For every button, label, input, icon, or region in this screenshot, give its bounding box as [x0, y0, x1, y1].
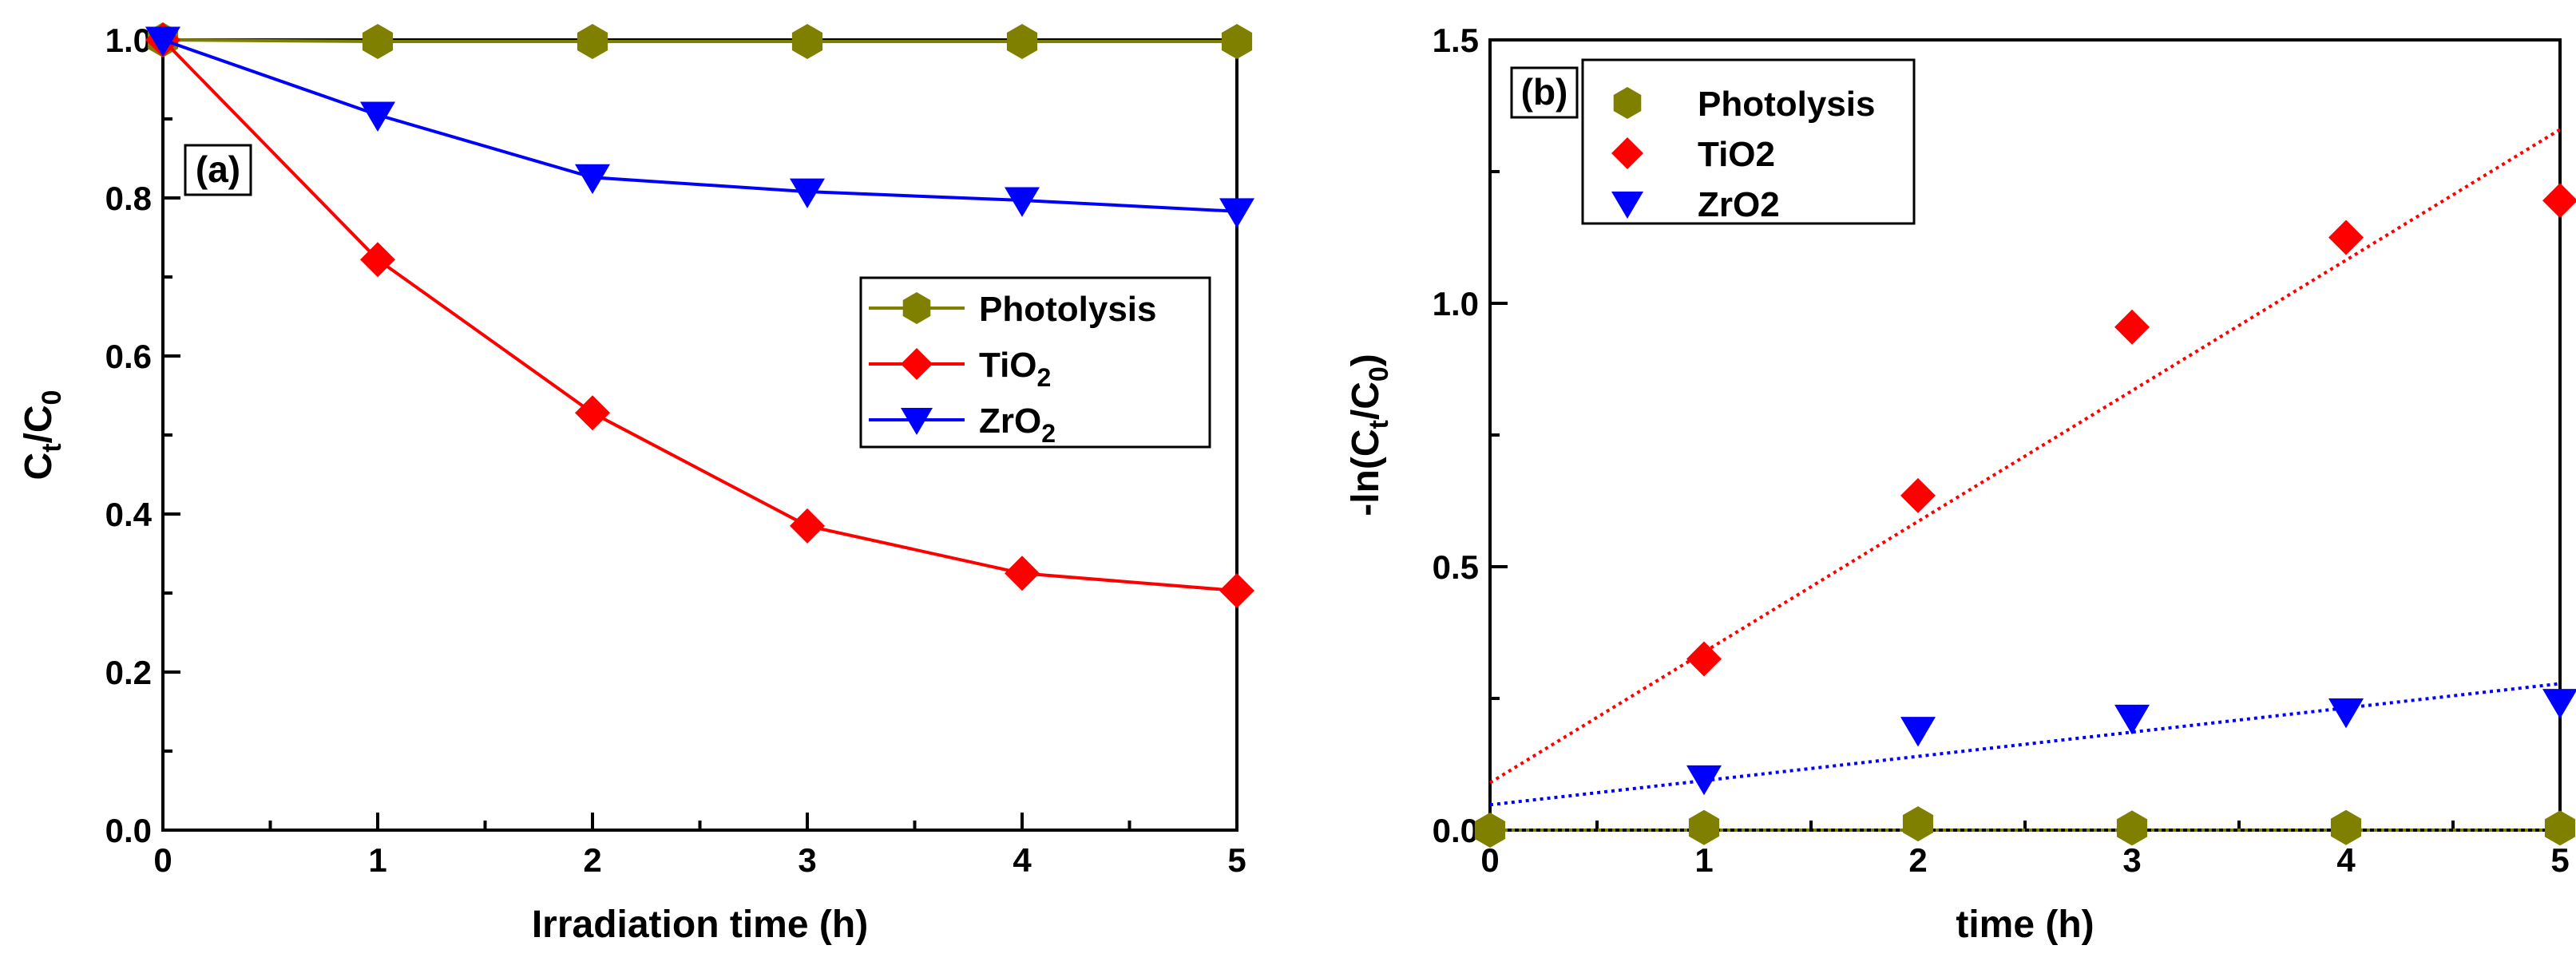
panel-a-x-tick-label: 2 — [583, 841, 601, 879]
panel-b-series-zro2-point — [1900, 717, 1936, 747]
panel-a-y-tick-label: 0.6 — [105, 338, 152, 375]
panel-b-panel-label: (b) — [1521, 71, 1568, 113]
panel-b-legend-label: ZrO2 — [1698, 185, 1780, 224]
panel-a-series-zro2-point — [575, 164, 610, 195]
panel-b-x-tick-label: 4 — [2336, 841, 2356, 879]
panel-a-series-zro2-point — [145, 26, 180, 57]
panel-b-series-photolysis-point — [1474, 813, 1506, 848]
panel-b-x-tick-label: 1 — [1694, 841, 1713, 879]
panel-b-chart: 0 1 2 3 4 5 0.0 0.5 1.0 1.5 time (h) -ln(Ct/C0) (b) P… — [1345, 22, 2576, 946]
panel-b-series-photolysis-point — [2544, 810, 2576, 846]
panel-a-series-tio2-line — [161, 38, 1238, 592]
panel-a-series-photolysis-point — [1221, 24, 1253, 59]
panel-b-series-photolysis-point — [2330, 809, 2362, 845]
panel-a-legend-marker — [902, 292, 931, 324]
panel-a-series-tio2-point — [1005, 556, 1040, 591]
panel-a-x-tick-label: 5 — [1227, 841, 1246, 879]
panel-a-legend-label: Photolysis — [979, 290, 1157, 329]
panel-b-x-tick-label: 3 — [2122, 841, 2141, 879]
panel-b-y-tick-label: 0.0 — [1433, 812, 1479, 849]
panel-b-series-tio2-fit-line — [1488, 128, 2562, 785]
panel-a-series-tio2-point — [575, 395, 610, 431]
panel-b-legend-marker — [1611, 192, 1643, 219]
panel-a-series-photolysis-line — [162, 38, 1237, 43]
panel-b-x-tick-label: 2 — [1908, 841, 1927, 879]
panel-a-y-axis-label: Ct/C0 — [18, 390, 67, 481]
panel-a-y-tick-label: 1.0 — [105, 22, 152, 59]
panel-a-x-axis-label: Irradiation time (h) — [532, 904, 868, 946]
panel-a-series-photolysis-point — [577, 24, 608, 59]
panel-a-series-photolysis-point — [362, 24, 394, 59]
panel-a-series-zro2-point — [790, 178, 825, 208]
panel-a-x-tick-label: 3 — [798, 841, 816, 879]
panel-a-y-tick-label: 0.2 — [105, 654, 152, 691]
panel-a-x-tick-label: 0 — [153, 841, 172, 879]
panel-b-series-tio2-point — [1900, 477, 1936, 513]
panel-b-series-zro2-point — [1686, 765, 1722, 796]
panel-b-y-axis-label: -ln(Ct/C0) — [1345, 354, 1394, 516]
panel-b-series-tio2-point — [2328, 220, 2364, 255]
panel-a-y-tick-label: 0.0 — [105, 812, 152, 849]
panel-b-legend-marker — [1611, 137, 1643, 169]
panel-a-chart: 0 1 2 3 4 5 0.0 0.2 0.4 0.6 0.8 1.0 Irradiation time… — [18, 22, 1254, 946]
panel-b-legend-label: Photolysis — [1698, 85, 1876, 124]
panel-b-series-tio2-point — [2114, 309, 2150, 345]
panel-b-label-box — [1510, 66, 1579, 119]
panel-a-series-photolysis-point — [791, 24, 823, 59]
panel-a-series-zro2-point — [360, 101, 395, 132]
panel-a-legend-marker — [901, 348, 933, 380]
panel-a-series-zro2-point — [1005, 187, 1040, 217]
panel-a-x-tick-label: 1 — [368, 841, 386, 879]
panel-b-y-tick-label: 0.5 — [1433, 548, 1479, 586]
panel-a-panel-label: (a) — [196, 148, 240, 190]
panel-b-x-tick-label: 0 — [1480, 841, 1499, 879]
panel-a-label-box — [184, 144, 252, 196]
panel-a-y-tick-label: 0.4 — [105, 496, 153, 533]
panel-b-legend-marker — [1613, 87, 1642, 119]
panel-b-x-tick-label: 5 — [2550, 841, 2569, 879]
panel-a-series-photolysis-point — [1006, 24, 1038, 59]
panel-b-y-tick-label: 1.0 — [1433, 285, 1479, 322]
panel-a-series-zro2-line — [162, 38, 1238, 213]
panel-b-y-tick-label: 1.5 — [1433, 22, 1479, 59]
panel-b-series-zro2-point — [2114, 704, 2150, 735]
panel-a-series-tio2-point — [790, 508, 825, 544]
panel-b-series-tio2-point — [1686, 641, 1722, 677]
panel-a-series-tio2-point — [1219, 573, 1254, 609]
panel-b-series-zro2-point — [2328, 698, 2364, 729]
panel-b-series-photolysis-point — [1688, 809, 1720, 845]
panel-b-x-axis-label: time (h) — [1956, 904, 2094, 946]
panel-b-series-tio2-point — [2542, 183, 2576, 219]
panel-a-legend-marker — [901, 408, 933, 435]
panel-a-y-tick-label: 0.8 — [105, 180, 152, 217]
panel-a-x-tick-label: 4 — [1013, 841, 1032, 879]
panel-a-series-tio2-point — [360, 242, 395, 278]
panel-b-legend-label: TiO2 — [1698, 135, 1775, 174]
panel-b-series-photolysis-point — [2116, 810, 2148, 846]
panel-a-series-zro2-point — [1219, 198, 1254, 228]
panel-b-series-zro2-fit-line — [1489, 682, 2561, 807]
panel-b-series-zro2-point — [2542, 689, 2576, 719]
panel-a-legend-label: TiO2 — [979, 346, 1051, 392]
panel-b-series-photolysis-point — [1902, 806, 1934, 842]
panel-a-legend-label: ZrO2 — [979, 401, 1056, 448]
